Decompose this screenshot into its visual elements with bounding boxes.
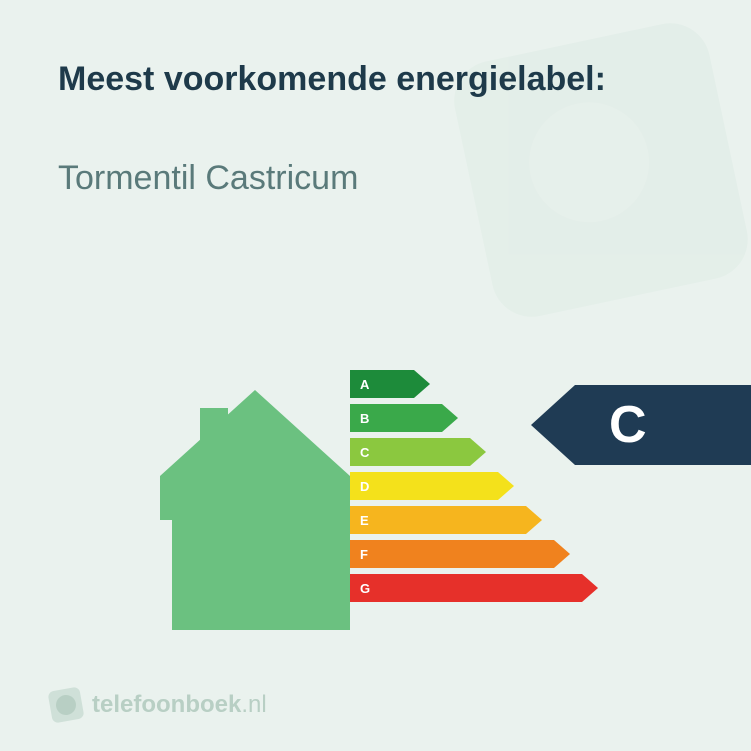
footer-brand: telefoonboek.nl (92, 691, 267, 719)
bar-shape: E (350, 506, 542, 534)
bar-shape: A (350, 370, 430, 398)
bar-label: F (360, 547, 368, 562)
badge-letter: C (609, 395, 647, 455)
house-shape (160, 390, 350, 630)
footer: telefoonboek.nl (50, 689, 267, 721)
chimney (200, 408, 228, 458)
bar-label: D (360, 479, 369, 494)
bar-shape: C (350, 438, 486, 466)
footer-brand-bold: telefoonboek (92, 691, 241, 718)
content-area: Meest voorkomende energielabel: Tormenti… (0, 0, 751, 198)
bar-shape: F (350, 540, 570, 568)
bar-shape: G (350, 574, 598, 602)
footer-brand-thin: .nl (241, 691, 266, 718)
footer-logo-icon (47, 686, 84, 723)
bar-label: C (360, 445, 369, 460)
bar-shape: D (350, 472, 514, 500)
bar-label: E (360, 513, 369, 528)
page-subtitle: Tormentil Castricum (58, 159, 693, 198)
bar-shape: B (350, 404, 458, 432)
house-icon (160, 390, 350, 635)
rating-badge: C (531, 385, 751, 465)
bar-label: B (360, 411, 369, 426)
bar-label: A (360, 377, 369, 392)
page-title: Meest voorkomende energielabel: (58, 60, 693, 99)
bar-label: G (360, 581, 370, 596)
